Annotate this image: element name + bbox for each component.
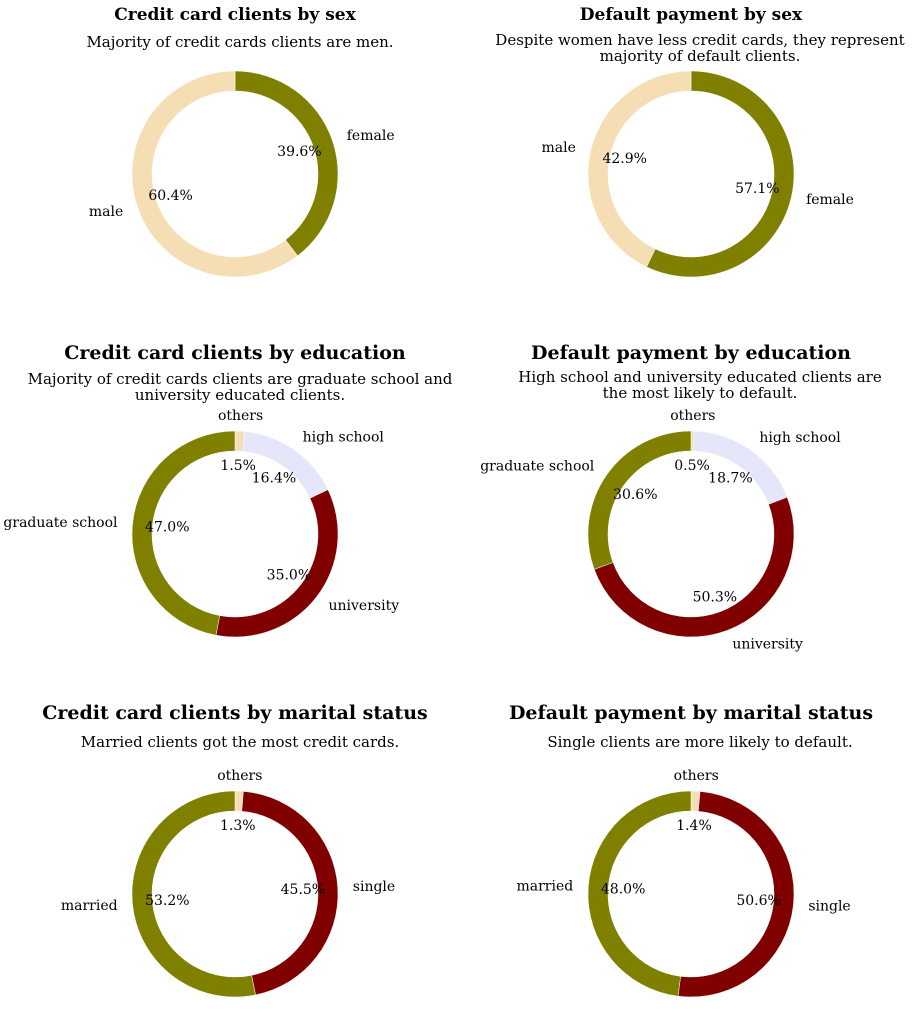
donut-slice [131, 70, 298, 278]
chart-title: Default payment by sex [580, 5, 803, 25]
slice-value-label: 50.6% [736, 893, 780, 909]
chart-subtitle: university educated clients. [135, 386, 345, 404]
chart-subtitle: Despite women have less credit cards, th… [495, 31, 904, 49]
donut-slice [677, 791, 795, 998]
slice-category-label: others [670, 408, 715, 424]
slice-category-label: single [353, 879, 395, 895]
slice-category-label: single [808, 899, 850, 915]
chart-title: Credit card clients by education [64, 342, 406, 364]
slice-value-label: 50.3% [693, 590, 737, 606]
slice-category-label: others [674, 768, 719, 784]
donut-slice [587, 790, 692, 997]
donut-slice [215, 489, 339, 638]
chart-subtitle: High school and university educated clie… [518, 368, 882, 386]
slice-value-label: 1.4% [676, 818, 712, 834]
slice-value-label: 0.5% [674, 458, 710, 474]
slice-category-label: others [218, 408, 263, 424]
chart-title: Default payment by education [531, 342, 851, 364]
donut-chart: Credit card clients by sex Majority of cr… [86, 5, 395, 278]
slice-category-label: married [61, 898, 118, 914]
donut-slice [587, 430, 692, 570]
slice-value-label: 45.5% [281, 882, 325, 898]
slice-category-label: university [732, 637, 803, 653]
slice-category-label: high school [303, 429, 385, 445]
slice-category-label: married [516, 879, 573, 895]
donut-slice [234, 70, 339, 257]
slice-category-label: male [89, 204, 123, 220]
donut-slice [131, 790, 256, 998]
slice-category-label: female [806, 192, 854, 208]
chart-title: Credit card clients by marital status [42, 702, 427, 724]
slice-value-label: 1.5% [220, 458, 256, 474]
slice-value-label: 16.4% [252, 470, 296, 486]
slice-value-label: 53.2% [145, 893, 189, 909]
slice-value-label: 48.0% [601, 882, 645, 898]
slice-value-label: 57.1% [735, 181, 779, 197]
donut-chart: Credit card clients by education Majority… [3, 342, 453, 638]
donut-slice [131, 430, 236, 636]
donut-chart: Default payment by education High school … [480, 342, 882, 653]
chart-title: Default payment by marital status [509, 702, 873, 724]
slice-category-label: university [329, 598, 400, 614]
slice-value-label: 47.0% [145, 520, 189, 536]
chart-subtitle: Single clients are more likely to defaul… [547, 733, 852, 751]
slice-value-label: 42.9% [602, 151, 646, 167]
slice-value-label: 18.7% [708, 471, 752, 487]
donut-slice [593, 496, 795, 638]
slice-category-label: high school [759, 430, 841, 446]
slice-value-label: 1.3% [220, 818, 256, 834]
chart-subtitle: the most likely to default. [603, 384, 798, 402]
donut-chart: Credit card clients by marital status Mar… [42, 702, 428, 998]
slice-category-label: graduate school [480, 458, 595, 474]
donut-chart: Default payment by marital status Single … [509, 702, 873, 998]
donut-slice [587, 70, 692, 268]
slice-category-label: others [217, 768, 262, 784]
slice-category-label: male [542, 140, 576, 156]
slice-value-label: 60.4% [148, 188, 192, 204]
slice-value-label: 35.0% [267, 567, 311, 583]
slice-category-label: graduate school [3, 515, 118, 531]
slice-category-label: female [347, 128, 395, 144]
slice-value-label: 30.6% [613, 487, 657, 503]
donut-slice [646, 70, 795, 278]
chart-title: Credit card clients by sex [114, 5, 356, 25]
donut-chart: Default payment by sex Despite women have… [495, 5, 905, 278]
chart-subtitle: majority of default clients. [600, 47, 801, 65]
chart-subtitle: Majority of credit cards clients are men… [86, 33, 393, 51]
chart-subtitle: Married clients got the most credit card… [81, 733, 399, 751]
chart-subtitle: Majority of credit cards clients are gra… [28, 370, 453, 388]
slice-value-label: 39.6% [277, 144, 321, 160]
